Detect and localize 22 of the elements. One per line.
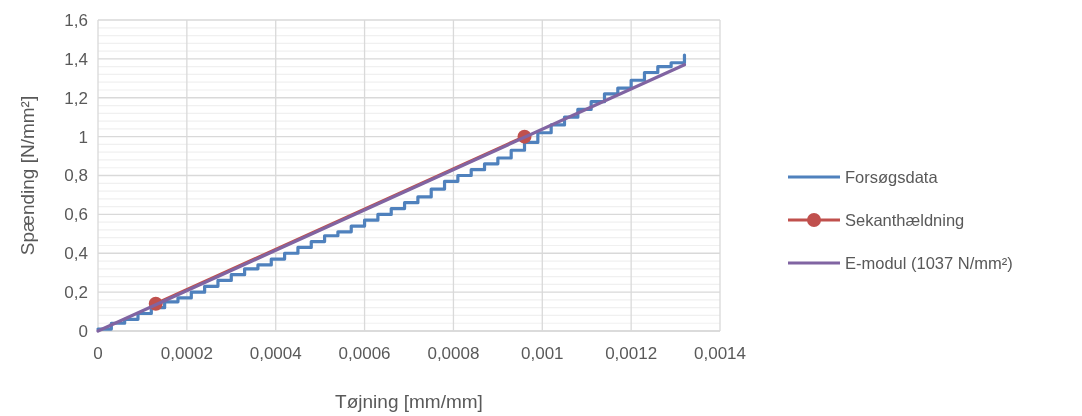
x-tick-label: 0,0012 (605, 344, 658, 363)
x-tick-label: 0 (93, 344, 103, 363)
y-tick-label: 0,8 (64, 166, 88, 186)
y-tick-label: 1,2 (64, 88, 88, 108)
legend-label: E-modul (1037 N/mm²) (845, 253, 1013, 272)
y-axis-title: Spænding [N/mm²] (17, 95, 38, 256)
y-tick-label: 1,6 (64, 10, 88, 30)
x-tick-label: 0,0006 (338, 344, 391, 363)
x-tick-label: 0,001 (521, 344, 564, 363)
x-tick-label: 0,0004 (249, 344, 302, 363)
y-tick-label: 0 (78, 321, 88, 341)
y-tick-label: 1 (78, 127, 88, 147)
y-tick-label: 0,6 (64, 205, 88, 225)
y-tick-label: 0,2 (64, 283, 88, 303)
y-tick-label: 0,4 (64, 244, 88, 264)
x-tick-label: 0,0008 (427, 344, 480, 363)
x-tick-label: 0,0002 (160, 344, 213, 363)
legend-label: Sekanthældning (845, 210, 965, 229)
y-tick-label: 1,4 (64, 49, 88, 69)
x-tick-label: 0,0014 (694, 344, 746, 363)
x-axis-title: Tøjning [mm/mm] (335, 391, 483, 412)
legend-label: Forsøgsdata (845, 167, 939, 186)
